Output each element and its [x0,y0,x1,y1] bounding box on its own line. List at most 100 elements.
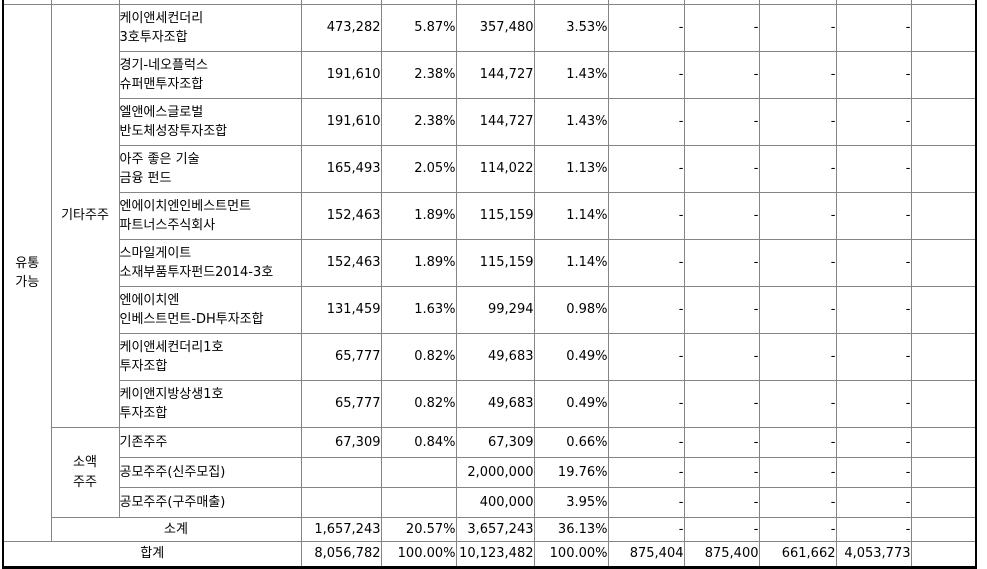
group-label-line2: 주주 [73,474,97,490]
shares-before-cell: 65,777 [300,380,382,428]
name-line1: 케이앤세컨더리 [119,10,204,26]
dash-cell: - [683,427,760,458]
subtotal-label-cell: 소계 [50,517,302,542]
shares-before-cell: 65,777 [300,333,382,381]
empty-cell [910,487,977,518]
dash-cell: - [683,192,760,240]
dash-cell: - [607,333,685,381]
shareholder-name-cell: 스마일게이트 소재부품투자펀드2014-3호 [118,239,302,287]
dash-cell: - [758,192,837,240]
dash-cell: - [683,145,760,193]
group-label: 기타주주 [61,208,109,224]
total-value-cell: 661,662 [758,541,837,568]
dash-cell: - [758,51,837,99]
dash-cell: - [835,457,912,488]
dash-cell: - [607,51,685,99]
shareholder-name-cell: 엘앤에스글로벌 반도체성장투자조합 [118,98,302,146]
table-row: 엘앤에스글로벌 반도체성장투자조합 191,610 2.38% 144,727 … [3,98,977,146]
empty-cell [910,145,977,193]
total-value-cell: 4,053,773 [835,541,912,568]
pct-before-cell: 0.82% [380,380,457,428]
shares-before-cell [300,457,382,488]
shares-after-cell: 115,159 [455,239,535,287]
dash-cell: - [607,517,685,542]
dash-cell: - [758,286,837,334]
section-label-line1: 유통 [15,255,40,271]
table-row: 엔에이치엔인베스트먼트 파트너스주식회사 152,463 1.89% 115,1… [3,192,977,240]
shares-before-cell: 191,610 [300,51,382,99]
shares-after-cell: 3,657,243 [455,517,535,542]
dash-cell: - [607,98,685,146]
dash-cell: - [683,239,760,287]
shareholder-name-cell: 엔에이치엔인베스트먼트 파트너스주식회사 [118,192,302,240]
empty-cell [910,333,977,381]
section-cell-tradable: 유통 가능 [2,4,52,542]
empty-cell [910,239,977,287]
table-row: 소액 주주 기존주주 67,309 0.84% 67,309 0.66% - -… [3,427,977,518]
group-cell-other-shareholders: 기타주주 [50,4,120,428]
pct-before-cell: 1.89% [380,192,457,240]
pct-before-cell: 20.57% [380,517,457,542]
pct-before-cell [380,487,457,518]
dash-cell: - [758,4,837,52]
dash-cell: - [835,333,912,381]
subtotal-row: 소계 1,657,243 20.57% 3,657,243 36.13% - -… [3,517,977,542]
shareholder-name-cell: 기존주주 [118,427,302,458]
name-line2: 슈퍼맨투자조합 [119,77,204,92]
dash-cell: - [607,487,685,518]
dash-cell: - [607,145,685,193]
table-row: 공모주주(구주매출) 400,000 3.95% - - - - [3,487,977,518]
pct-after-cell: 3.95% [533,487,609,518]
dash-cell: - [683,380,760,428]
name-line1: 기존주주 [119,434,168,450]
group-cell-minority-shareholders: 소액 주주 [50,427,120,518]
empty-cell [910,541,977,568]
dash-cell: - [683,517,760,542]
name-line1: 경기-네오플럭스 [119,57,208,73]
dash-cell: - [683,4,760,52]
shareholder-name-cell: 케이앤세컨더리1호 투자조합 [118,333,302,381]
pct-after-cell: 100.00% [533,541,609,568]
empty-cell [910,457,977,488]
name-line1: 공모주주(구주매출) [119,494,226,510]
pct-before-cell [380,457,457,488]
pct-after-cell: 1.43% [533,51,609,99]
total-value-cell: 875,404 [607,541,685,568]
shares-after-cell: 10,123,482 [455,541,535,568]
name-line1: 아주 좋은 기술 [119,151,200,167]
pct-before-cell: 1.63% [380,286,457,334]
section-label-line2: 가능 [15,275,40,290]
table-row: 유통 가능 기타주주 케이앤세컨더리 3호투자조합 473,282 5.87% … [2,4,977,542]
table-row: 케이앤지방상생1호 투자조합 65,777 0.82% 49,683 0.49%… [3,380,977,428]
name-line1: 스마일게이트 [119,245,192,261]
pct-before-cell: 2.38% [380,98,457,146]
shares-before-cell: 191,610 [300,98,382,146]
dash-cell: - [683,286,760,334]
dash-cell: - [835,380,912,428]
total-label-cell: 합계 [2,541,302,568]
empty-cell [910,380,977,428]
pct-after-cell: 0.66% [533,427,609,458]
table-row: 경기-네오플럭스 슈퍼맨투자조합 191,610 2.38% 144,727 1… [3,51,977,99]
dash-cell: - [835,427,912,458]
shares-before-cell: 131,459 [300,286,382,334]
group-label-line1: 소액 [73,455,97,470]
name-line2: 파트너스주식회사 [119,218,216,233]
dash-cell: - [607,286,685,334]
shares-before-cell: 8,056,782 [300,541,382,568]
empty-cell [910,98,977,146]
name-line1: 케이앤세컨더리1호 [119,339,224,355]
shareholder-name-cell: 공모주주(구주매출) [118,487,302,518]
dash-cell: - [683,333,760,381]
dash-cell: - [683,457,760,488]
dash-cell: - [758,517,837,542]
shares-after-cell: 49,683 [455,333,535,381]
shares-after-cell: 2,000,000 [455,457,535,488]
empty-cell [910,286,977,334]
empty-cell [910,51,977,99]
dash-cell: - [607,380,685,428]
shareholder-name-cell: 경기-네오플럭스 슈퍼맨투자조합 [118,51,302,99]
shares-after-cell: 144,727 [455,98,535,146]
shares-after-cell: 114,022 [455,145,535,193]
